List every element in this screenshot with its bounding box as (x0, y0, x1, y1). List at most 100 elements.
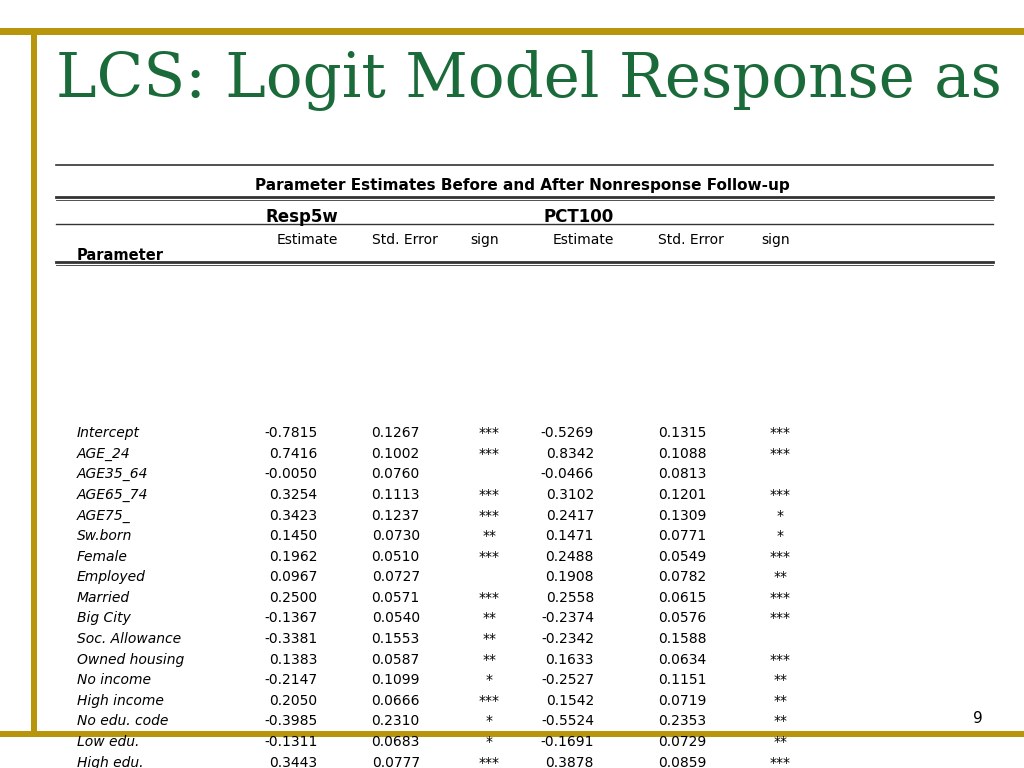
Text: 0.1315: 0.1315 (658, 426, 707, 440)
Text: AGE_24: AGE_24 (77, 447, 130, 461)
Text: 0.1383: 0.1383 (269, 653, 317, 667)
Text: Soc. Allowance: Soc. Allowance (77, 632, 181, 646)
Text: 0.0571: 0.0571 (372, 591, 420, 605)
Text: 0.0634: 0.0634 (658, 653, 707, 667)
Text: 0.3102: 0.3102 (546, 488, 594, 502)
Text: 0.1099: 0.1099 (372, 674, 420, 687)
Text: **: ** (773, 714, 787, 728)
Text: ***: *** (479, 591, 500, 605)
Text: 0.1267: 0.1267 (372, 426, 420, 440)
Text: **: ** (773, 571, 787, 584)
Text: 0.2558: 0.2558 (546, 591, 594, 605)
Text: 0.1201: 0.1201 (658, 488, 707, 502)
Text: LCS: Logit Model Response as Dependent: LCS: Logit Model Response as Dependent (56, 50, 1024, 111)
Text: -0.5524: -0.5524 (541, 714, 594, 728)
Text: 0.7416: 0.7416 (269, 447, 317, 461)
Text: 0.0587: 0.0587 (372, 653, 420, 667)
Text: Intercept: Intercept (77, 426, 140, 440)
Text: ***: *** (479, 426, 500, 440)
Text: 0.1113: 0.1113 (372, 488, 420, 502)
Text: 0.1962: 0.1962 (269, 550, 317, 564)
Text: 0.0576: 0.0576 (658, 611, 707, 625)
Text: sign: sign (761, 233, 790, 247)
Text: Female: Female (77, 550, 128, 564)
Text: -0.7815: -0.7815 (264, 426, 317, 440)
Text: 0.1633: 0.1633 (546, 653, 594, 667)
Text: PCT100: PCT100 (544, 208, 613, 226)
Text: High income: High income (77, 694, 164, 708)
Text: Employed: Employed (77, 571, 145, 584)
Text: High edu.: High edu. (77, 756, 143, 768)
Text: -0.2374: -0.2374 (541, 611, 594, 625)
Text: *: * (777, 508, 783, 522)
Text: **: ** (773, 674, 787, 687)
Text: 0.0666: 0.0666 (372, 694, 420, 708)
Text: -0.5269: -0.5269 (541, 426, 594, 440)
Text: AGE65_74: AGE65_74 (77, 488, 148, 502)
Text: 9: 9 (973, 710, 983, 726)
Text: -0.0466: -0.0466 (541, 468, 594, 482)
Text: **: ** (482, 611, 497, 625)
Text: 0.1450: 0.1450 (269, 529, 317, 543)
Text: 0.0540: 0.0540 (372, 611, 420, 625)
Text: 0.3878: 0.3878 (546, 756, 594, 768)
Text: -0.0050: -0.0050 (264, 468, 317, 482)
Text: 0.0510: 0.0510 (372, 550, 420, 564)
Text: 0.1309: 0.1309 (658, 508, 707, 522)
Text: Low edu.: Low edu. (77, 735, 139, 749)
Text: 0.0967: 0.0967 (269, 571, 317, 584)
Text: 0.1471: 0.1471 (546, 529, 594, 543)
Text: -0.2147: -0.2147 (264, 674, 317, 687)
Text: ***: *** (770, 653, 791, 667)
Text: -0.1367: -0.1367 (264, 611, 317, 625)
Text: Resp5w: Resp5w (265, 208, 339, 226)
Text: *: * (486, 714, 493, 728)
Text: 0.1553: 0.1553 (372, 632, 420, 646)
Text: 0.0777: 0.0777 (372, 756, 420, 768)
Text: -0.3985: -0.3985 (264, 714, 317, 728)
Text: 0.0859: 0.0859 (658, 756, 707, 768)
Text: ***: *** (479, 756, 500, 768)
Text: **: ** (482, 632, 497, 646)
Text: ***: *** (770, 426, 791, 440)
Text: -0.2527: -0.2527 (541, 674, 594, 687)
Text: 0.1237: 0.1237 (372, 508, 420, 522)
Text: 0.0615: 0.0615 (658, 591, 707, 605)
Text: **: ** (773, 735, 787, 749)
Text: 0.1151: 0.1151 (658, 674, 707, 687)
Text: AGE35_64: AGE35_64 (77, 468, 148, 482)
Text: ***: *** (479, 508, 500, 522)
Text: 0.3443: 0.3443 (269, 756, 317, 768)
Text: 0.2417: 0.2417 (546, 508, 594, 522)
Text: ***: *** (479, 488, 500, 502)
Text: Married: Married (77, 591, 130, 605)
Text: 0.2500: 0.2500 (269, 591, 317, 605)
Text: ***: *** (479, 550, 500, 564)
Text: *: * (777, 529, 783, 543)
Text: 0.0730: 0.0730 (372, 529, 420, 543)
Text: 0.0771: 0.0771 (658, 529, 707, 543)
Text: *: * (486, 735, 493, 749)
Text: 0.1908: 0.1908 (546, 571, 594, 584)
Text: Parameter: Parameter (77, 248, 164, 263)
Text: ***: *** (770, 756, 791, 768)
Text: ***: *** (770, 447, 791, 461)
Text: **: ** (482, 653, 497, 667)
Text: 0.2353: 0.2353 (658, 714, 707, 728)
Text: 0.1542: 0.1542 (546, 694, 594, 708)
Text: Owned housing: Owned housing (77, 653, 184, 667)
Text: Std. Error: Std. Error (372, 233, 437, 247)
Text: -0.1691: -0.1691 (541, 735, 594, 749)
Text: 0.0813: 0.0813 (658, 468, 707, 482)
Text: Parameter Estimates Before and After Nonresponse Follow-up: Parameter Estimates Before and After Non… (255, 178, 790, 194)
Text: ***: *** (479, 694, 500, 708)
Text: -0.1311: -0.1311 (264, 735, 317, 749)
Text: ***: *** (770, 550, 791, 564)
Text: Sw.born: Sw.born (77, 529, 132, 543)
Text: Std. Error: Std. Error (658, 233, 724, 247)
Text: No edu. code: No edu. code (77, 714, 168, 728)
Text: 0.1588: 0.1588 (658, 632, 707, 646)
Text: 0.1088: 0.1088 (658, 447, 707, 461)
Text: **: ** (773, 694, 787, 708)
Text: 0.0729: 0.0729 (658, 735, 707, 749)
